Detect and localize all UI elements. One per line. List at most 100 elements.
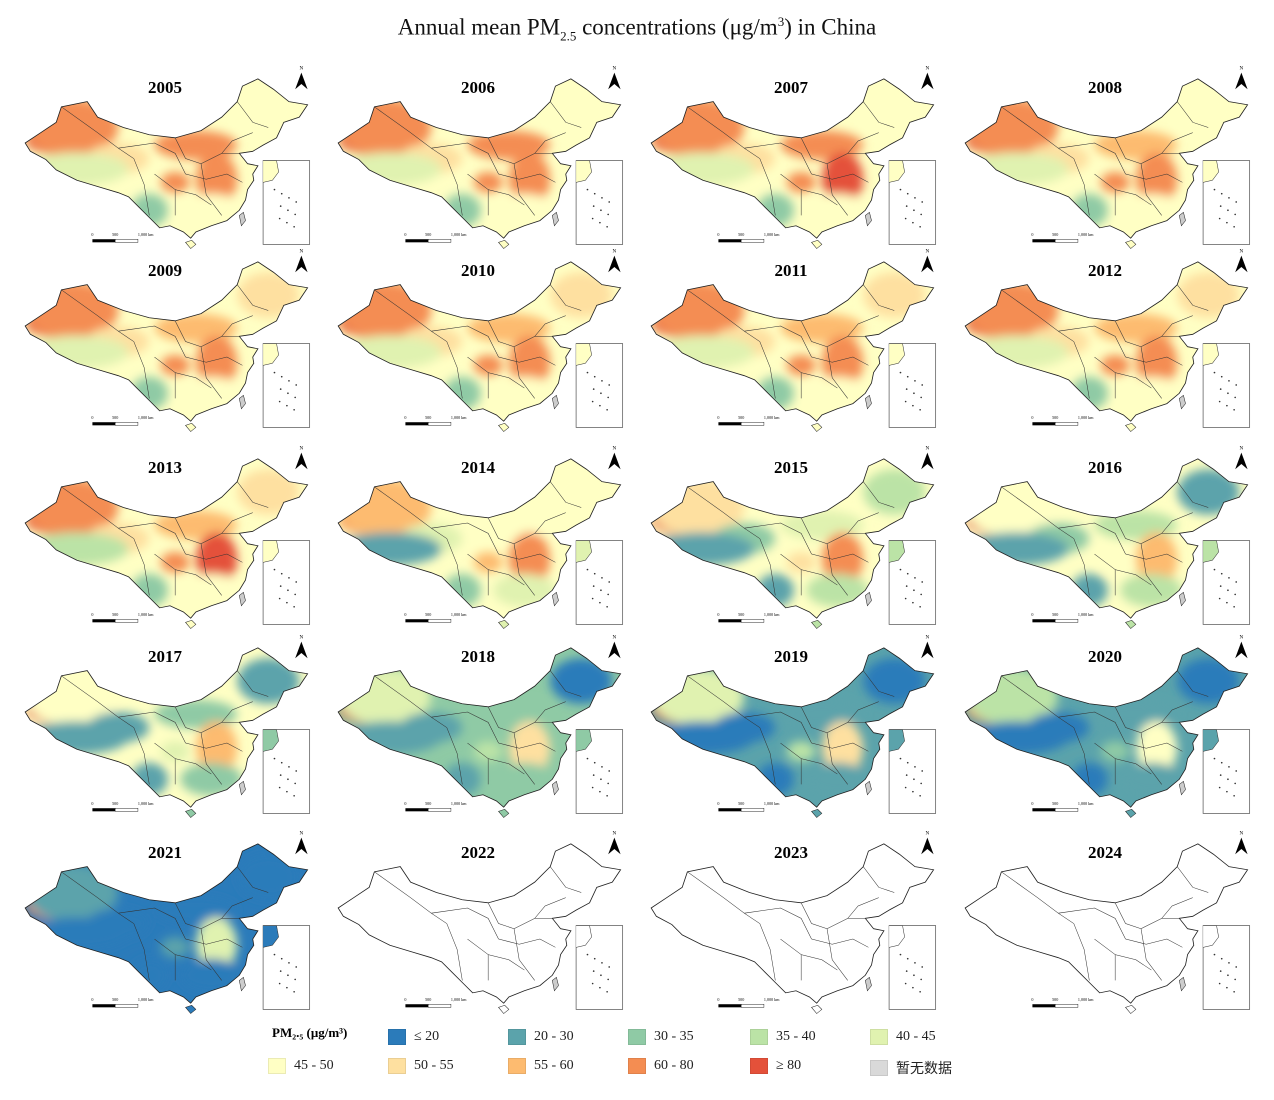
north-label: N	[613, 249, 617, 255]
scale-bar-white	[1054, 422, 1079, 426]
region-southeast	[493, 376, 556, 410]
region-northeast	[550, 272, 613, 318]
region-northeast	[237, 469, 300, 515]
scale-label-0: 0	[1031, 415, 1033, 420]
inset-island	[906, 192, 909, 195]
inset-island	[286, 986, 288, 989]
region-southeast	[493, 573, 556, 607]
legend-label: ≤ 20	[414, 1029, 440, 1044]
inset-island	[1235, 581, 1238, 583]
scale-bar-black	[405, 1004, 429, 1008]
inset-island	[591, 982, 594, 985]
inset-island	[913, 392, 915, 395]
inset-island	[606, 990, 608, 993]
province-border	[185, 356, 243, 366]
legend-label: 45 - 50	[294, 1058, 334, 1073]
region-yunnan	[756, 376, 794, 410]
taiwan-island	[865, 394, 872, 410]
province-border	[801, 954, 838, 971]
province-border	[1140, 732, 1162, 785]
map-panel: N 0 500 1,000 km 2012	[960, 243, 1260, 438]
province-border	[801, 569, 838, 586]
north-arrow-icon	[921, 641, 934, 659]
region-north-china-plain	[821, 152, 864, 207]
inset-island	[273, 953, 276, 956]
province-border	[487, 902, 553, 929]
province-border	[61, 871, 134, 924]
province-border	[1115, 954, 1152, 971]
inset-island	[1228, 577, 1230, 579]
scale-label-500: 500	[425, 415, 431, 420]
inset-island	[608, 966, 611, 968]
inset-island	[293, 990, 295, 993]
region-northeast	[550, 89, 613, 135]
scale-label-1000: 1,000 km	[451, 801, 467, 807]
province-border	[200, 732, 222, 785]
inset-island	[278, 217, 281, 220]
legend-label: 35 - 40	[776, 1029, 816, 1044]
province-border	[467, 742, 489, 785]
province-border	[1114, 137, 1180, 164]
inset-island	[906, 761, 909, 764]
china-outline	[337, 458, 622, 619]
china-map: N 0 500 1,000 km	[337, 831, 624, 1014]
region-southeast	[806, 762, 869, 796]
legend-swatch	[750, 1058, 768, 1074]
province-border	[811, 173, 869, 183]
inset-coast	[889, 925, 905, 948]
inset-island	[919, 990, 921, 993]
region-yunnan	[130, 193, 168, 227]
taiwan-island	[1179, 591, 1186, 607]
scale-label-0: 0	[717, 997, 719, 1002]
hainan-island	[811, 239, 823, 249]
inset-island	[600, 589, 602, 592]
hainan-island	[185, 619, 197, 629]
province-border	[175, 954, 212, 971]
province-border	[1001, 289, 1074, 342]
year-label: 2010	[461, 261, 495, 280]
province-border	[1161, 315, 1193, 337]
map-panel: N 0 500 1,000 km 2008	[960, 60, 1260, 255]
inset-island	[593, 375, 596, 378]
inset-island	[592, 585, 595, 587]
province-border	[1161, 512, 1193, 534]
province-border	[863, 670, 895, 697]
province-border	[1125, 938, 1183, 948]
province-border	[374, 486, 447, 539]
inset-island	[592, 970, 595, 972]
china-outline	[24, 78, 309, 239]
legend-label: 20 - 30	[534, 1029, 574, 1044]
scale-bar-black	[1032, 619, 1056, 623]
legend-title: PM₂.₅ (μg/m³)	[272, 1025, 348, 1040]
inset-island	[1218, 597, 1221, 600]
province-border	[154, 356, 176, 399]
province-border	[759, 923, 776, 981]
inset-island	[1235, 966, 1238, 968]
china-map: N 0 500 1,000 km	[337, 66, 624, 249]
scale-bar-black	[92, 422, 116, 426]
province-border	[811, 938, 869, 948]
inset-coast	[1203, 925, 1219, 948]
taiwan-island	[239, 591, 246, 607]
inset-island	[1228, 962, 1230, 964]
inset-island	[1227, 974, 1229, 977]
inset-island	[273, 757, 276, 760]
inset-island	[286, 601, 288, 604]
year-label: 2016	[1088, 458, 1122, 477]
north-label: N	[300, 66, 304, 72]
scale-label-500: 500	[738, 232, 744, 237]
north-arrow-icon	[295, 452, 308, 470]
province-border	[431, 907, 499, 940]
china-outline	[964, 78, 1249, 239]
inset-island	[288, 577, 290, 579]
province-border	[1115, 569, 1152, 586]
china-map: N 0 500 1,000 km	[964, 66, 1251, 249]
inset-island	[593, 192, 596, 195]
province-border	[534, 897, 566, 919]
inset-island	[904, 400, 907, 403]
scale-label-500: 500	[738, 415, 744, 420]
taiwan-island	[239, 780, 246, 796]
taiwan-island	[552, 976, 559, 992]
inset-island	[294, 978, 297, 981]
region-north-china-plain	[195, 335, 238, 390]
